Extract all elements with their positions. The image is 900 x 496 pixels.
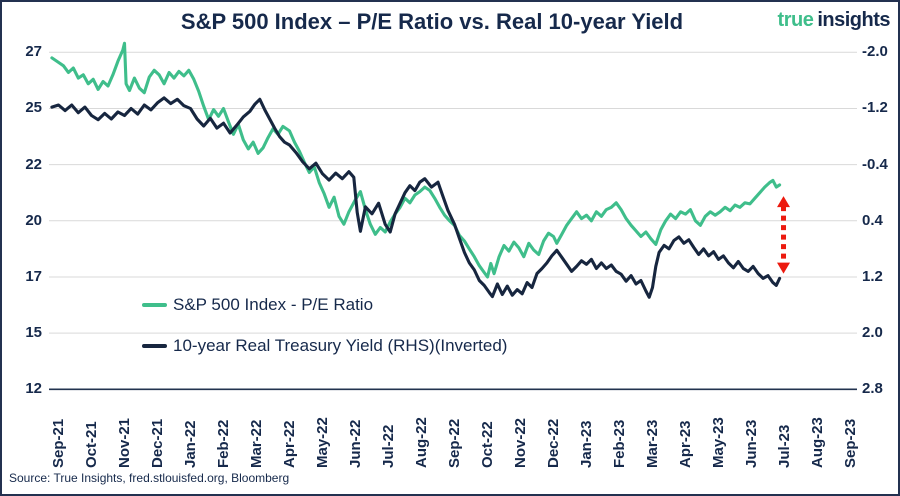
source-note: Source: True Insights, fred.stlouisfed.o… [9, 471, 290, 485]
x-tick-label: Jun-22 [346, 419, 364, 468]
chart-title: S&P 500 Index – P/E Ratio vs. Real 10-ye… [180, 9, 684, 34]
left-tick-label: 22 [25, 155, 42, 173]
right-tick-label: -1.2 [862, 99, 888, 117]
legend-row-real-yield: 10-year Real Treasury Yield (RHS)(Invert… [142, 336, 507, 356]
logo-word-insights: insights [817, 9, 890, 31]
true-insights-logo: true insights [777, 9, 891, 32]
pe-ratio-legend-swatch [142, 303, 167, 307]
left-tick-label: 15 [25, 324, 42, 342]
right-tick-label: -0.4 [862, 155, 888, 173]
x-tick-label: Sep-22 [445, 418, 463, 468]
right-tick-label: 2.8 [862, 380, 883, 398]
left-tick-label: 17 [25, 267, 42, 285]
real-yield-legend-swatch [142, 344, 167, 348]
right-tick-label: 0.4 [862, 211, 883, 229]
right-tick-label: 2.0 [862, 324, 883, 342]
x-tick-label: Feb-23 [610, 419, 628, 468]
real-yield-legend-label: 10-year Real Treasury Yield (RHS)(Invert… [173, 336, 508, 355]
x-tick-label: Jun-23 [742, 419, 760, 468]
x-tick-label: Aug-23 [808, 417, 826, 468]
right-tick-label: 1.2 [862, 267, 883, 285]
left-tick-label: 12 [25, 380, 42, 398]
x-tick-label: Dec-21 [148, 418, 166, 468]
x-tick-label: Aug-22 [412, 417, 430, 468]
x-tick-label: Jan-23 [577, 420, 595, 468]
real-yield-line [50, 96, 782, 299]
pe-ratio-line [50, 41, 782, 279]
right-tick-label: -2.0 [862, 43, 888, 61]
x-tick-label: Apr-23 [676, 420, 694, 468]
logo-word-true: true [777, 9, 814, 31]
x-tick-label: Sep-23 [841, 418, 859, 468]
x-tick-label: May-23 [709, 417, 727, 468]
left-tick-label: 20 [25, 211, 42, 229]
x-tick-label: Feb-22 [214, 419, 232, 468]
gap-arrow-head-up [777, 196, 791, 208]
x-tick-label: Dec-22 [544, 418, 562, 468]
left-tick-label: 25 [25, 99, 42, 117]
x-tick-label: Jul-23 [775, 424, 793, 468]
x-tick-label: Jan-22 [181, 420, 199, 468]
x-tick-label: Sep-21 [49, 418, 67, 468]
left-tick-label: 27 [25, 43, 42, 61]
x-tick-label: Jul-22 [379, 424, 397, 468]
x-tick-label: Nov-21 [115, 417, 133, 468]
pe-ratio-legend-label: S&P 500 Index - P/E Ratio [173, 295, 374, 314]
legend-row-pe-ratio: S&P 500 Index - P/E Ratio [142, 295, 373, 315]
x-tick-label: Mar-22 [247, 419, 265, 468]
x-tick-label: Apr-22 [280, 420, 298, 468]
x-tick-label: Mar-23 [643, 419, 661, 468]
x-tick-label: Nov-22 [511, 417, 529, 468]
x-tick-label: Oct-21 [82, 421, 100, 468]
gap-arrow-head-down [777, 262, 791, 274]
x-tick-label: Oct-22 [478, 421, 496, 468]
x-tick-label: May-22 [313, 417, 331, 468]
